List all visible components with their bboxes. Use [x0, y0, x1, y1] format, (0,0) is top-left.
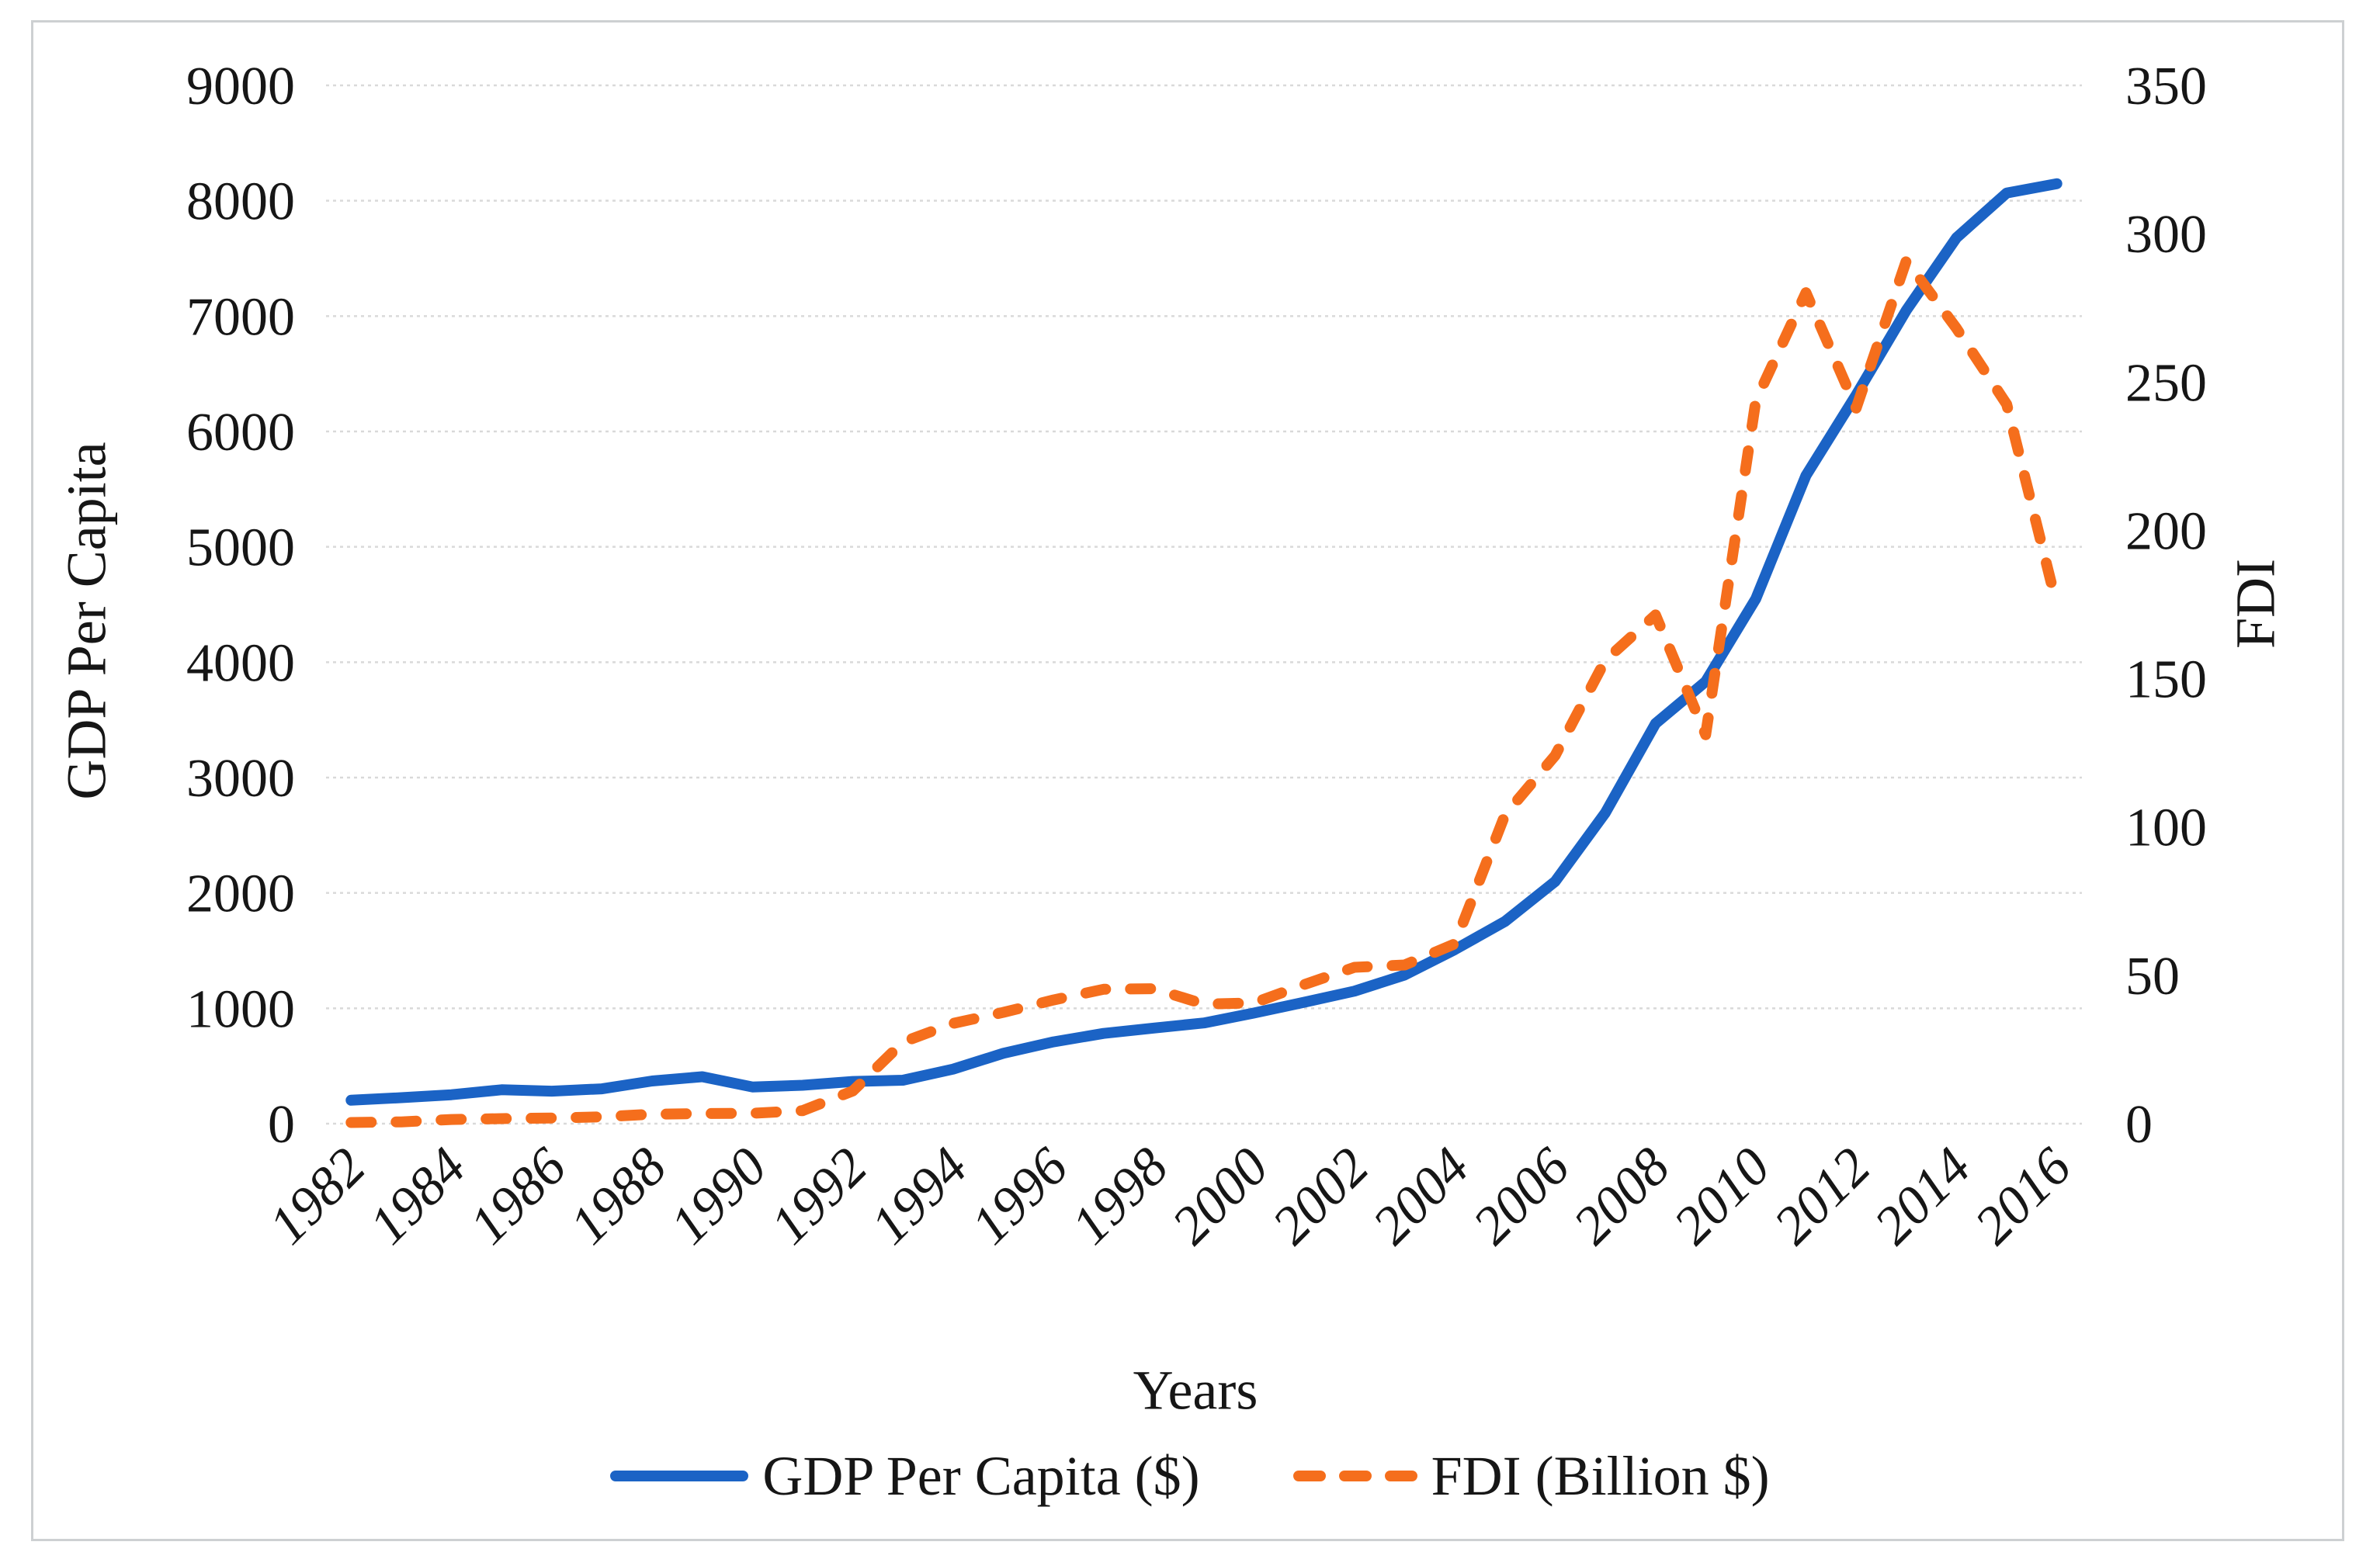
right-axis-tick: 300 — [2125, 205, 2207, 265]
right-axis-tick: 150 — [2125, 650, 2207, 710]
x-axis-tick: 2002 — [1261, 1137, 1380, 1256]
legend-item-gdp: GDP Per Capita ($) — [610, 1444, 1200, 1509]
x-axis-tick: 2016 — [1964, 1137, 2083, 1256]
x-axis-tick: 1990 — [659, 1137, 778, 1256]
left-axis-tick: 5000 — [186, 518, 295, 578]
left-axis-tick: 2000 — [186, 864, 295, 924]
left-axis-tick: 6000 — [186, 403, 295, 463]
gdp-series-line — [345, 178, 2063, 1106]
x-axis-tick: 1998 — [1060, 1137, 1179, 1256]
x-axis-tick: 1988 — [559, 1137, 678, 1256]
right-axis-tick: 250 — [2125, 353, 2207, 413]
x-axis-tick: 2014 — [1863, 1137, 1982, 1256]
right-axis-tick: 100 — [2125, 799, 2207, 858]
x-axis-tick: 2010 — [1663, 1137, 1782, 1256]
figure-border — [31, 20, 2344, 1541]
left-axis-tick: 1000 — [186, 979, 295, 1039]
legend-item-fdi: FDI (Billion $) — [1292, 1444, 1770, 1509]
x-axis-tick: 1996 — [960, 1137, 1079, 1256]
left-axis-tick: 3000 — [186, 749, 295, 809]
x-axis-tick: 1994 — [860, 1137, 979, 1256]
x-axis-tick: 2004 — [1362, 1137, 1480, 1256]
x-axis-tick: 1984 — [358, 1137, 477, 1256]
x-axis-tick: 2006 — [1462, 1137, 1580, 1256]
gdp-line-swatch-icon — [610, 1471, 749, 1481]
fdi-series-line — [345, 255, 2063, 1128]
chart-legend: GDP Per Capita ($) FDI (Billion $) — [0, 1445, 2380, 1507]
x-axis-tick: 1986 — [459, 1137, 578, 1256]
right-axis-title: FDI — [2224, 558, 2287, 650]
left-axis-tick: 8000 — [186, 172, 295, 232]
fdi-dash-swatch-icon — [1292, 1471, 1417, 1481]
x-axis-title: Years — [1133, 1359, 1258, 1422]
x-axis-tick: 2012 — [1763, 1137, 1882, 1256]
legend-label-fdi: FDI (Billion $) — [1431, 1444, 1770, 1507]
right-axis-tick: 50 — [2125, 947, 2180, 1006]
right-axis-tick: 350 — [2125, 57, 2207, 116]
left-axis-title: GDP Per Capita — [55, 442, 118, 800]
left-axis-tick: 4000 — [186, 633, 295, 693]
left-axis-tick: 0 — [268, 1095, 295, 1155]
x-axis-tick: 2000 — [1161, 1137, 1280, 1256]
right-axis-tick: 200 — [2125, 501, 2207, 561]
right-axis-tick: 0 — [2125, 1095, 2153, 1155]
x-axis-tick: 2008 — [1563, 1137, 1681, 1256]
left-axis-tick: 7000 — [186, 287, 295, 347]
left-axis-tick: 9000 — [186, 57, 295, 116]
x-axis-tick: 1992 — [759, 1137, 878, 1256]
legend-label-gdp: GDP Per Capita ($) — [762, 1444, 1200, 1507]
